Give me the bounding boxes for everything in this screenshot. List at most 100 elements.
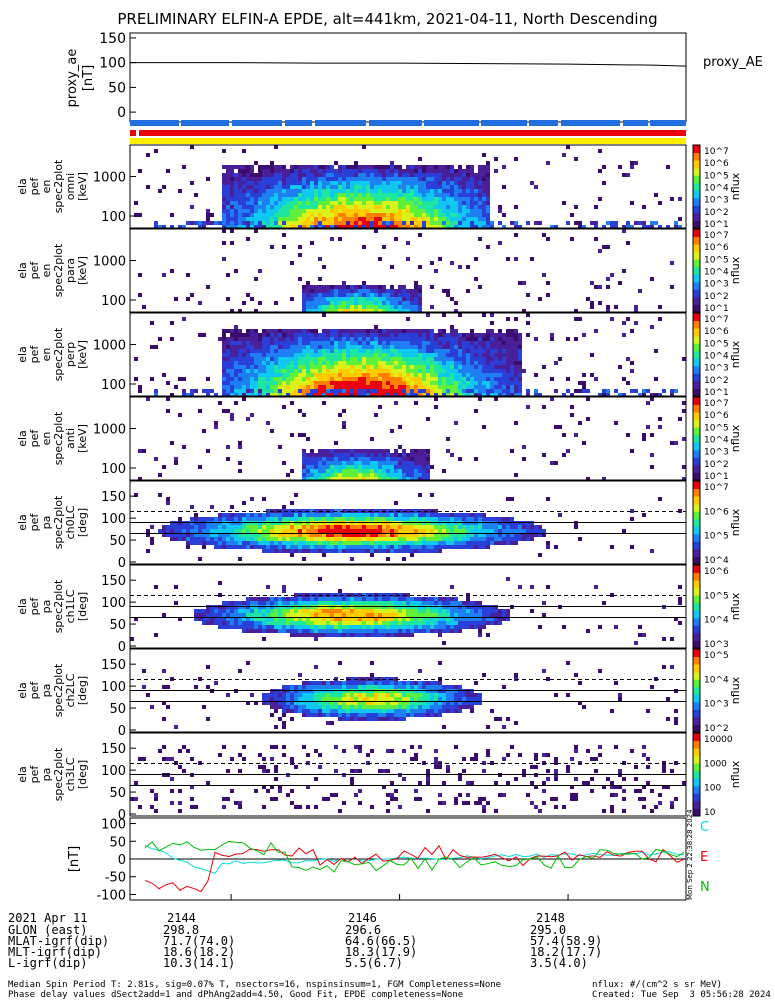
spec-cell [494,341,498,345]
spec-cell [422,185,426,189]
spec-cell [226,445,230,449]
spec-cell [318,205,322,209]
spec-cell [442,625,446,629]
spec-cell [490,337,494,341]
spec-cell [410,193,414,197]
spec-cell [226,625,230,629]
spec-cell [194,389,198,393]
spec-cell [394,333,398,337]
spec-cell [398,473,402,477]
spec-cell [286,169,290,173]
spec-cell [302,357,306,361]
spec-cell [382,513,386,517]
spec-cell [222,229,226,233]
spec-cell [390,373,394,377]
spec-cell [658,497,662,501]
spec-cell [270,625,274,629]
spec-cell [626,357,630,361]
spec-cell [382,365,386,369]
spec-cell [342,221,346,225]
spec-cell [206,525,210,529]
spec-cell [362,145,366,149]
spec-cell [358,449,362,453]
spec-cell [166,497,170,501]
spec-cell [374,325,378,329]
spec-cell [290,369,294,373]
spec-cell [410,633,414,637]
spec-cell [386,341,390,345]
spec-cell [358,333,362,337]
spec-cell [270,197,274,201]
spec-cell [238,541,242,545]
spec-cell [258,169,262,173]
spec-cell [398,525,402,529]
spec-cell [394,345,398,349]
spec-cell [422,549,426,553]
spec-cell [298,221,302,225]
spec-cell [390,309,394,313]
spec-cell [322,633,326,637]
spec-cell [370,301,374,305]
spec-cell [358,457,362,461]
spec-cell [306,469,310,473]
spec-cell [310,389,314,393]
spec-cell [274,145,278,149]
spec-cell [426,461,430,465]
spec-cell [490,393,494,397]
y-axis-label: pef [28,513,41,532]
spec-cell [402,461,406,465]
spec-cell [362,341,366,345]
spec-cell [294,517,298,521]
spec-cell [522,457,526,461]
spec-cell [226,381,230,385]
spec-cell [250,165,254,169]
spec-cell [474,365,478,369]
spec-cell [366,597,370,601]
spec-cell [214,621,218,625]
spec-cell [462,541,466,545]
spec-cell [370,625,374,629]
spec-cell [354,461,358,465]
spec-cell [422,373,426,377]
spec-cell [314,357,318,361]
spec-cell [178,617,182,621]
spec-cell [522,525,526,529]
spec-cell [418,449,422,453]
spec-cell [262,181,266,185]
spec-cell [430,381,434,385]
spec-cell [410,365,414,369]
spec-cell [394,365,398,369]
spec-cell [482,533,486,537]
spec-cell [462,173,466,177]
spec-cell [238,205,242,209]
spec-cell [458,541,462,545]
spec-cell [446,213,450,217]
spec-cell [318,337,322,341]
spec-cell [382,621,386,625]
spec-cell [386,209,390,213]
spec-cell [258,365,262,369]
spec-cell [374,209,378,213]
spec-cell [250,377,254,381]
spec-cell [394,165,398,169]
spec-cell [482,313,486,317]
spec-cell [386,329,390,333]
spec-cell [210,537,214,541]
spec-cell [358,301,362,305]
spec-cell [230,529,234,533]
spec-cell [258,301,262,305]
spec-cell [258,529,262,533]
spec-cell [366,593,370,597]
spec-cell [290,209,294,213]
spec-cell [482,545,486,549]
spec-cell [230,217,234,221]
spec-cell [402,457,406,461]
spec-cell [418,157,422,161]
spec-cell [434,397,438,401]
spec-cell [334,289,338,293]
spec-cell [362,201,366,205]
spec-cell [254,333,258,337]
spec-cell [418,341,422,345]
spec-cell [270,517,274,521]
spec-cell [358,617,362,621]
